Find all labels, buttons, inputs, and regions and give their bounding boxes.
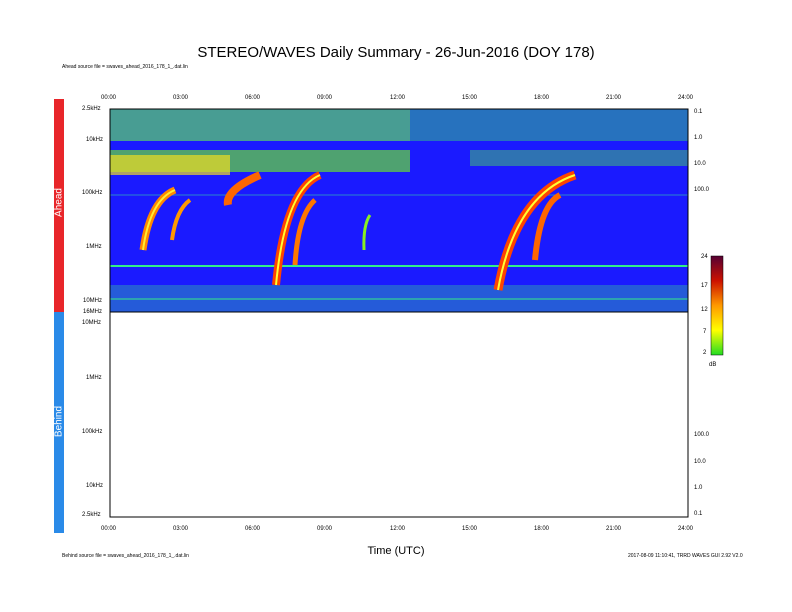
ahead-mid-band-right xyxy=(470,150,688,166)
colorbar-tick-4: 2 xyxy=(703,350,707,356)
behind-source-note: Behind source file = swaves_ahead_2016_1… xyxy=(62,553,189,559)
ahead-noise-band xyxy=(110,109,688,141)
bottom-tick-0: 00:00 xyxy=(101,526,117,532)
radio-bursts xyxy=(139,170,577,291)
behind-bar: Behind xyxy=(54,312,65,533)
ahead-mid-yellow xyxy=(110,155,230,175)
top-tick-7: 21:00 xyxy=(606,95,622,101)
colorbar-tick-3: 7 xyxy=(703,329,707,335)
ahead-ytick-4: 10MHz xyxy=(83,298,103,304)
burst-4-core xyxy=(275,174,321,286)
bottom-tick-7: 21:00 xyxy=(606,526,622,532)
ahead-rtick-0: 0.1 xyxy=(694,109,703,115)
behind-rtick-0: 100.0 xyxy=(694,432,710,438)
x-axis-label: Time (UTC) xyxy=(367,545,425,557)
top-tick-8: 24:00 xyxy=(678,95,694,101)
behind-ytick-0: 10MHz xyxy=(82,320,102,326)
ahead-rtick-2: 10.0 xyxy=(694,161,706,167)
burst-5 xyxy=(292,198,317,266)
top-tick-3: 09:00 xyxy=(317,95,333,101)
bottom-tick-6: 18:00 xyxy=(534,526,550,532)
burst-1-core xyxy=(142,189,176,251)
colorbar-tick-0: 24 xyxy=(701,254,708,260)
behind-ytick-1: 1MHz xyxy=(86,375,102,381)
chart-title: STEREO/WAVES Daily Summary - 26-Jun-2016… xyxy=(197,44,595,61)
bottom-tick-1: 03:00 xyxy=(173,526,189,532)
burst-2 xyxy=(170,198,192,241)
ahead-ytick-1: 10kHz xyxy=(86,137,104,143)
ahead-noise-band-bright xyxy=(110,109,410,141)
bottom-tick-4: 12:00 xyxy=(390,526,406,532)
colorbar-tick-1: 17 xyxy=(701,283,708,289)
top-tick-6: 18:00 xyxy=(534,95,550,101)
footer-timestamp: 2017-08-09 11:10:41, TRRD WAVES GUI 2.92… xyxy=(628,553,743,559)
ahead-rtick-1: 1.0 xyxy=(694,135,703,141)
bottom-tick-5: 15:00 xyxy=(462,526,478,532)
ahead-ytick-3: 1MHz xyxy=(86,244,102,250)
ahead-ytick-5: 16MHz xyxy=(83,309,103,315)
colorbar-unit: dB xyxy=(709,362,717,368)
behind-ytick-3: 10kHz xyxy=(86,483,104,489)
colorbar xyxy=(710,255,724,356)
burst-8 xyxy=(532,192,562,261)
ahead-rtick-3: 100.0 xyxy=(694,187,710,193)
behind-ytick-4: 2.5kHz xyxy=(82,512,101,518)
bottom-tick-3: 09:00 xyxy=(317,526,333,532)
ahead-bar: Ahead xyxy=(54,99,65,312)
behind-rtick-2: 1.0 xyxy=(694,485,703,491)
behind-rtick-1: 10.0 xyxy=(694,459,706,465)
top-tick-2: 06:00 xyxy=(245,95,261,101)
colorbar-tick-2: 12 xyxy=(701,307,708,313)
ahead-spectrogram xyxy=(110,109,688,312)
burst-3 xyxy=(223,171,262,206)
behind-rtick-3: 0.1 xyxy=(694,511,703,517)
ahead-ytick-0: 2.5kHz xyxy=(82,106,101,112)
behind-ytick-2: 100kHz xyxy=(82,429,103,435)
bottom-tick-8: 24:00 xyxy=(678,526,694,532)
burst-7-core xyxy=(497,174,576,291)
ahead-ytick-2: 100kHz xyxy=(82,190,103,196)
top-tick-5: 15:00 xyxy=(462,95,478,101)
top-tick-4: 12:00 xyxy=(390,95,406,101)
ahead-source-note: Ahead source file = swaves_ahead_2016_17… xyxy=(62,64,188,70)
behind-frame xyxy=(109,311,689,518)
top-tick-1: 03:00 xyxy=(173,95,189,101)
burst-6 xyxy=(362,214,372,251)
bottom-tick-2: 06:00 xyxy=(245,526,261,532)
top-tick-0: 00:00 xyxy=(101,95,117,101)
